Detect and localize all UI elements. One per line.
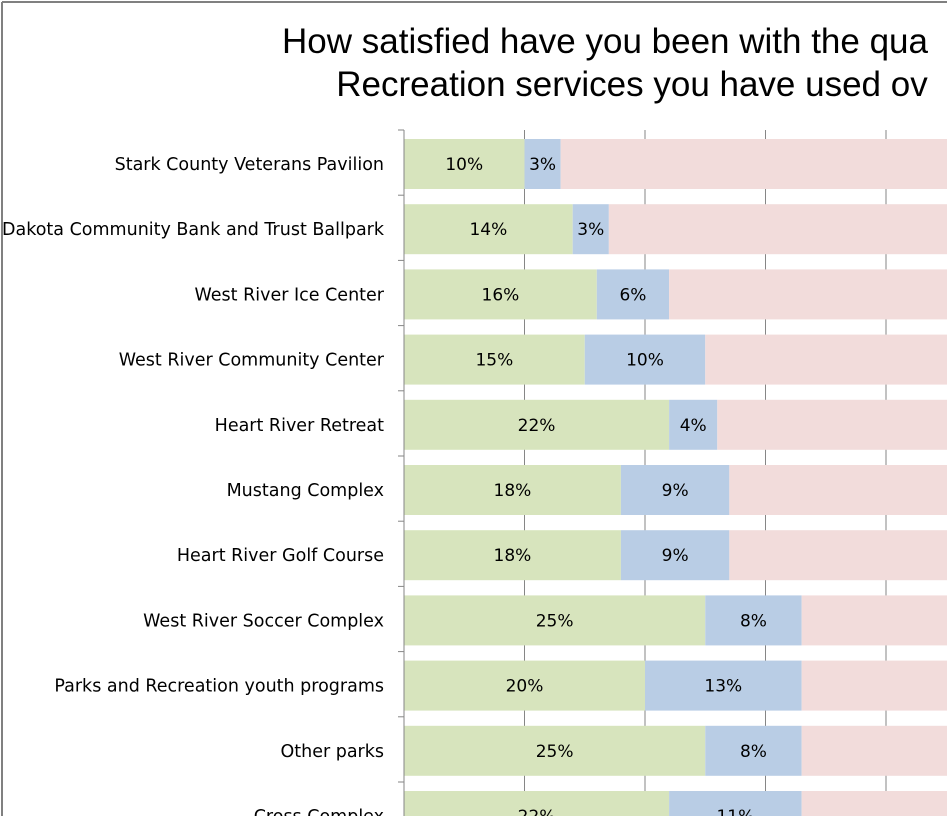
data-label-2-series-2: 3% — [577, 220, 604, 240]
bar-1-series-2 — [524, 139, 561, 189]
bar-1-series-3 — [560, 139, 947, 189]
category-label-11: Cross Complex — [254, 807, 384, 816]
data-label-1-series-2: 3% — [529, 155, 556, 175]
bar-3-series-2 — [596, 269, 670, 320]
bar-11-series-3 — [801, 791, 947, 816]
data-label-6-series-2: 9% — [662, 481, 689, 501]
data-label-6-series-1: 18% — [494, 481, 532, 501]
category-label-2: Dakota Community Bank and Trust Ballpark — [2, 220, 385, 240]
data-label-10-series-2: 8% — [740, 742, 767, 762]
category-label-8: West River Soccer Complex — [143, 611, 384, 631]
bar-8-series-1 — [404, 595, 706, 646]
bar-4-series-2 — [584, 334, 706, 385]
bars — [404, 139, 947, 816]
category-label-1: Stark County Veterans Pavilion — [115, 155, 384, 175]
data-label-7-series-1: 18% — [494, 546, 532, 566]
data-label-4-series-2: 10% — [626, 351, 664, 371]
category-label-5: Heart River Retreat — [215, 416, 384, 436]
bar-4-series-1 — [404, 334, 585, 385]
data-label-11-series-1: 22% — [518, 807, 556, 816]
bar-11-series-2 — [669, 791, 802, 816]
bar-6-series-1 — [404, 465, 621, 515]
bar-9-series-3 — [801, 660, 947, 711]
category-label-7: Heart River Golf Course — [177, 546, 384, 566]
chart-title-line-2: Recreation services you have used ov — [336, 65, 928, 104]
bar-9-series-1 — [404, 660, 645, 711]
data-label-9-series-1: 20% — [506, 677, 544, 697]
bar-3-series-1 — [404, 269, 597, 320]
bar-10-series-3 — [801, 725, 947, 776]
category-axis — [398, 129, 405, 816]
category-label-3: West River Ice Center — [194, 285, 384, 305]
category-label-4: West River Community Center — [119, 351, 385, 371]
chart-title-line-1: How satisfied have you been with the qua — [282, 22, 928, 61]
bar-4-series-3 — [705, 334, 947, 385]
bar-7-series-1 — [404, 530, 621, 581]
data-label-3-series-1: 16% — [482, 285, 520, 305]
bar-9-series-2 — [645, 660, 802, 711]
bar-2-series-2 — [572, 204, 609, 255]
data-label-8-series-1: 25% — [536, 611, 574, 631]
data-label-5-series-1: 22% — [518, 416, 556, 436]
bar-5-series-1 — [404, 399, 670, 450]
data-label-11-series-2: 11% — [716, 807, 754, 816]
bar-5-series-3 — [717, 399, 947, 450]
data-labels: 10% 3% 14% 3% 16% 6% 15% 10% 22% 4% 18% 9% 18% 9% 25% 8… — [445, 155, 767, 816]
data-label-9-series-2: 13% — [704, 677, 742, 697]
category-label-10: Other parks — [280, 742, 384, 762]
bar-6-series-2 — [620, 465, 730, 515]
bar-6-series-3 — [729, 465, 947, 515]
bar-7-series-3 — [729, 530, 947, 581]
category-label-9: Parks and Recreation youth programs — [54, 677, 384, 697]
bar-10-series-2 — [705, 725, 802, 776]
bar-11-series-1 — [404, 791, 670, 816]
bar-3-series-3 — [669, 269, 947, 320]
bar-2-series-1 — [404, 204, 573, 255]
data-label-4-series-1: 15% — [475, 351, 513, 371]
bar-8-series-3 — [801, 595, 947, 646]
data-label-8-series-2: 8% — [740, 611, 767, 631]
bar-5-series-2 — [669, 399, 718, 450]
bar-10-series-1 — [404, 725, 706, 776]
category-axis-labels: Stark County Veterans Pavilion Dakota Com… — [2, 155, 385, 816]
data-label-1-series-1: 10% — [445, 155, 483, 175]
bar-2-series-3 — [608, 204, 947, 255]
data-label-3-series-2: 6% — [619, 285, 646, 305]
bar-1-series-1 — [404, 139, 525, 189]
data-label-7-series-2: 9% — [662, 546, 689, 566]
category-label-6: Mustang Complex — [227, 481, 384, 501]
bar-7-series-2 — [620, 530, 730, 581]
data-label-10-series-1: 25% — [536, 742, 574, 762]
data-label-2-series-1: 14% — [469, 220, 507, 240]
data-label-5-series-2: 4% — [680, 416, 707, 436]
bar-8-series-2 — [705, 595, 802, 646]
